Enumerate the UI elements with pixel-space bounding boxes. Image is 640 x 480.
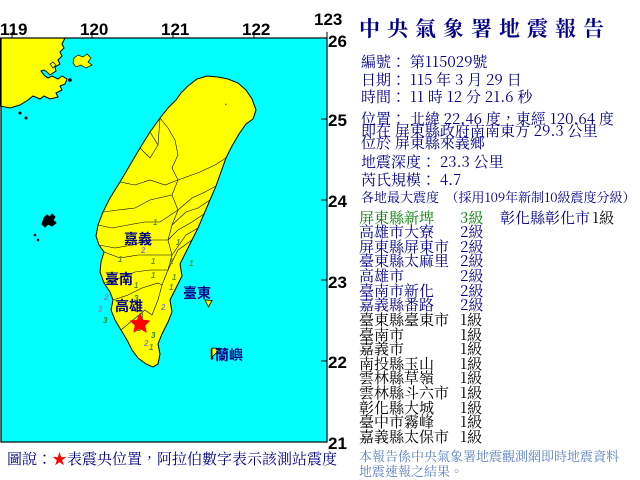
svg-text:1: 1 bbox=[153, 218, 158, 227]
svg-text:1: 1 bbox=[172, 273, 177, 282]
svg-text:1: 1 bbox=[118, 255, 123, 264]
svg-text:1: 1 bbox=[134, 281, 139, 290]
svg-text:1: 1 bbox=[149, 343, 154, 352]
svg-text:1: 1 bbox=[127, 233, 132, 242]
svg-text:1: 1 bbox=[169, 257, 174, 266]
svg-text:1: 1 bbox=[151, 257, 156, 266]
svg-text:1: 1 bbox=[151, 271, 156, 280]
svg-text:3: 3 bbox=[103, 316, 108, 325]
svg-text:.: . bbox=[225, 98, 227, 107]
svg-text:臺南: 臺南 bbox=[105, 269, 133, 289]
svg-text:蘭嶼: 蘭嶼 bbox=[215, 345, 243, 365]
svg-text:2: 2 bbox=[160, 303, 166, 312]
svg-text:1: 1 bbox=[176, 238, 181, 247]
svg-text:3: 3 bbox=[151, 331, 156, 340]
svg-text:3: 3 bbox=[98, 305, 103, 314]
svg-text:3: 3 bbox=[134, 294, 139, 303]
svg-text:2: 2 bbox=[103, 293, 109, 302]
svg-text:1: 1 bbox=[189, 259, 194, 268]
svg-text:1: 1 bbox=[169, 283, 174, 292]
svg-text:2: 2 bbox=[140, 246, 146, 255]
